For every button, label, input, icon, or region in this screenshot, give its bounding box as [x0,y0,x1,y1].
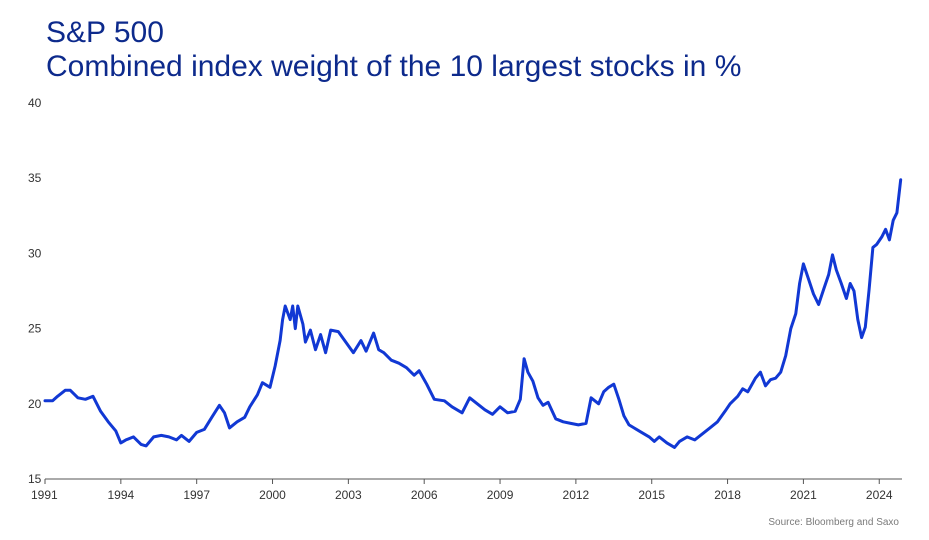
y-tick-label: 35 [28,171,42,185]
series-line [43,178,903,449]
x-tick-label: 2003 [335,488,362,502]
x-tick-label: 2000 [259,488,286,502]
y-axis-ticks: 15 20 25 30 35 40 [28,96,42,486]
y-tick-label: 15 [28,472,42,486]
x-tick-label: 1991 [31,488,58,502]
x-axis-ticks: 1991 1994 1997 2000 2003 2006 2009 2012 2015 2018… [31,479,893,502]
x-tick-label: 2006 [411,488,438,502]
chart-title-block: S&P 500 Combined index weight of the 10 … [46,16,741,83]
source-note: Source: Bloomberg and Saxo [768,517,899,528]
x-tick-label: 2024 [866,488,893,502]
x-tick-label: 2018 [714,488,741,502]
chart-subtitle: Combined index weight of the 10 largest … [46,49,742,83]
y-tick-label: 40 [28,96,42,110]
chart-title: S&P 500 [46,16,164,49]
y-tick-label: 30 [28,246,42,260]
y-tick-label: 25 [28,322,42,336]
x-tick-label: 1997 [183,488,210,502]
x-tick-label: 2015 [638,488,665,502]
x-tick-label: 1994 [107,488,134,502]
x-tick-label: 2009 [487,488,514,502]
series-group [43,178,903,449]
x-tick-label: 2021 [790,488,817,502]
y-tick-label: 20 [28,397,42,411]
x-tick-label: 2012 [563,488,590,502]
